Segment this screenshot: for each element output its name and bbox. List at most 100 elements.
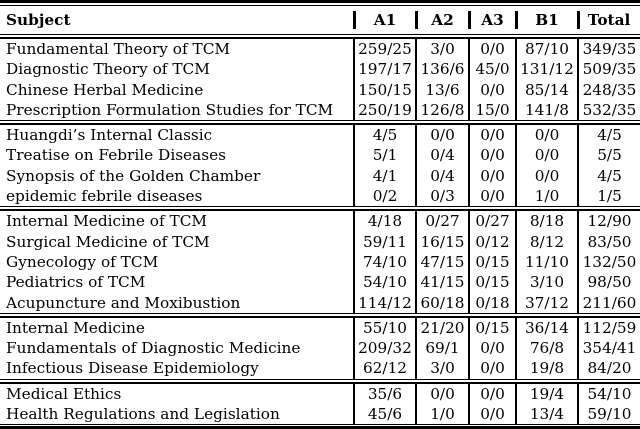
value-cell: 21/20 — [415, 316, 469, 339]
value-cell: 349/35 — [577, 38, 640, 60]
table-row: Pediatrics of TCM 54/10 41/15 0/15 3/10 98/50 — [0, 272, 640, 293]
value-cell: 85/14 — [515, 79, 578, 100]
table-row: Fundamental Theory of TCM 259/25 3/0 0/0 87/… — [0, 38, 640, 60]
value-cell: 112/59 — [577, 316, 640, 339]
value-cell: 13/4 — [515, 404, 578, 425]
value-cell: 211/60 — [577, 292, 640, 314]
value-cell: 1/0 — [415, 404, 469, 425]
col-header-b1: B1 — [515, 6, 578, 35]
value-cell: 136/6 — [415, 59, 469, 80]
value-cell: 0/12 — [468, 231, 516, 252]
value-cell: 37/12 — [515, 292, 578, 314]
subject-cell: Synopsis of the Golden Chamber — [6, 166, 261, 185]
value-cell: 1/5 — [577, 186, 640, 207]
header-row: Subject A1 A2 A3 B1 Total — [0, 6, 640, 35]
value-cell: 0/15 — [468, 316, 516, 339]
subject-cell: Infectious Disease Epidemiology — [6, 359, 259, 378]
value-cell: 3/10 — [515, 272, 578, 293]
value-cell: 0/4 — [415, 165, 469, 187]
table-row: Prescription Formulation Studies for TCM… — [0, 99, 640, 121]
section-divider — [0, 312, 640, 318]
value-cell: 83/50 — [577, 231, 640, 252]
value-cell: 126/8 — [415, 99, 469, 121]
subject-cell: Chinese Herbal Medicine — [6, 80, 204, 99]
value-cell: 4/18 — [353, 210, 416, 232]
value-cell: 0/0 — [468, 165, 516, 187]
value-cell: 0/0 — [515, 165, 578, 187]
value-cell: 4/5 — [577, 165, 640, 187]
value-cell: 84/20 — [577, 358, 640, 380]
value-cell: 60/18 — [415, 292, 469, 314]
value-cell: 0/0 — [468, 145, 516, 166]
value-cell: 36/14 — [515, 316, 578, 339]
table-row: Gynecology of TCM 74/10 47/15 0/15 11/10 132/… — [0, 251, 640, 273]
value-cell: 4/5 — [353, 124, 416, 146]
value-cell: 250/19 — [353, 99, 416, 121]
col-header-total: Total — [577, 6, 640, 35]
value-cell: 69/1 — [415, 338, 469, 359]
value-cell: 45/6 — [353, 404, 416, 425]
subject-cell: Internal Medicine of TCM — [6, 212, 208, 231]
value-cell: 87/10 — [515, 38, 578, 60]
value-cell: 248/35 — [577, 79, 640, 100]
value-cell: 0/0 — [415, 382, 469, 405]
value-cell: 54/10 — [577, 382, 640, 405]
value-cell: 98/50 — [577, 272, 640, 293]
table-row: Huangdi’s Internal Classic 4/5 0/0 0/0 0/0 4/… — [0, 124, 640, 146]
top-rule — [0, 0, 640, 6]
table-row: Treatise on Febrile Diseases 5/1 0/4 0/0 0/0… — [0, 145, 640, 166]
value-cell: 0/0 — [468, 404, 516, 425]
table-row: epidemic febrile diseases 0/2 0/3 0/0 1/0 1/5 — [0, 186, 640, 207]
table-row: Synopsis of the Golden Chamber 4/1 0/4 0/0 0… — [0, 165, 640, 187]
value-cell: 354/41 — [577, 338, 640, 359]
value-cell: 62/12 — [353, 358, 416, 380]
value-cell: 4/1 — [353, 165, 416, 187]
col-header-subject: Subject — [6, 11, 71, 29]
value-cell: 12/90 — [577, 210, 640, 232]
subject-cell: Internal Medicine — [6, 318, 145, 337]
value-cell: 0/15 — [468, 251, 516, 273]
table-row: Acupuncture and Moxibustion 114/12 60/18 0/… — [0, 292, 640, 314]
table-row: Internal Medicine of TCM 4/18 0/27 0/27 8/18… — [0, 210, 640, 232]
value-cell: 1/0 — [515, 186, 578, 207]
value-cell: 132/50 — [577, 251, 640, 273]
value-cell: 131/12 — [515, 59, 578, 80]
value-cell: 59/10 — [577, 404, 640, 425]
value-cell: 0/0 — [468, 358, 516, 380]
value-cell: 59/11 — [353, 231, 416, 252]
value-cell: 0/3 — [415, 186, 469, 207]
value-cell: 15/0 — [468, 99, 516, 121]
subject-cell: Prescription Formulation Studies for TCM — [6, 100, 334, 119]
value-cell: 0/0 — [515, 124, 578, 146]
value-cell: 0/27 — [468, 210, 516, 232]
bottom-rule — [0, 424, 640, 429]
value-cell: 509/35 — [577, 59, 640, 80]
value-cell: 19/8 — [515, 358, 578, 380]
table-row: Infectious Disease Epidemiology 62/12 3/0 0… — [0, 358, 640, 380]
subject-cell: Huangdi’s Internal Classic — [6, 126, 213, 145]
value-cell: 4/5 — [577, 124, 640, 146]
value-cell: 0/0 — [468, 338, 516, 359]
subject-cell: Health Regulations and Legislation — [6, 405, 280, 424]
subject-cell: Treatise on Febrile Diseases — [6, 146, 226, 165]
table-row: Surgical Medicine of TCM 59/11 16/15 0/12 8/… — [0, 231, 640, 252]
value-cell: 0/0 — [515, 145, 578, 166]
value-cell: 532/35 — [577, 99, 640, 121]
value-cell: 47/15 — [415, 251, 469, 273]
value-cell: 5/5 — [577, 145, 640, 166]
value-cell: 8/12 — [515, 231, 578, 252]
col-header-a2: A2 — [415, 6, 469, 35]
subject-cell: Acupuncture and Moxibustion — [6, 293, 241, 312]
value-cell: 0/0 — [468, 79, 516, 100]
table-row: Internal Medicine 55/10 21/20 0/15 36/14 112/… — [0, 316, 640, 339]
subject-cell: Fundamental Theory of TCM — [6, 40, 231, 58]
table-row: Diagnostic Theory of TCM 197/17 136/6 45/0 1… — [0, 59, 640, 80]
header-rule — [0, 34, 640, 39]
value-cell: 35/6 — [353, 382, 416, 405]
table-row: Fundamentals of Diagnostic Medicine 209/3… — [0, 338, 640, 359]
value-cell: 0/2 — [353, 186, 416, 207]
value-cell: 197/17 — [353, 59, 416, 80]
value-cell: 11/10 — [515, 251, 578, 273]
value-cell: 0/27 — [415, 210, 469, 232]
